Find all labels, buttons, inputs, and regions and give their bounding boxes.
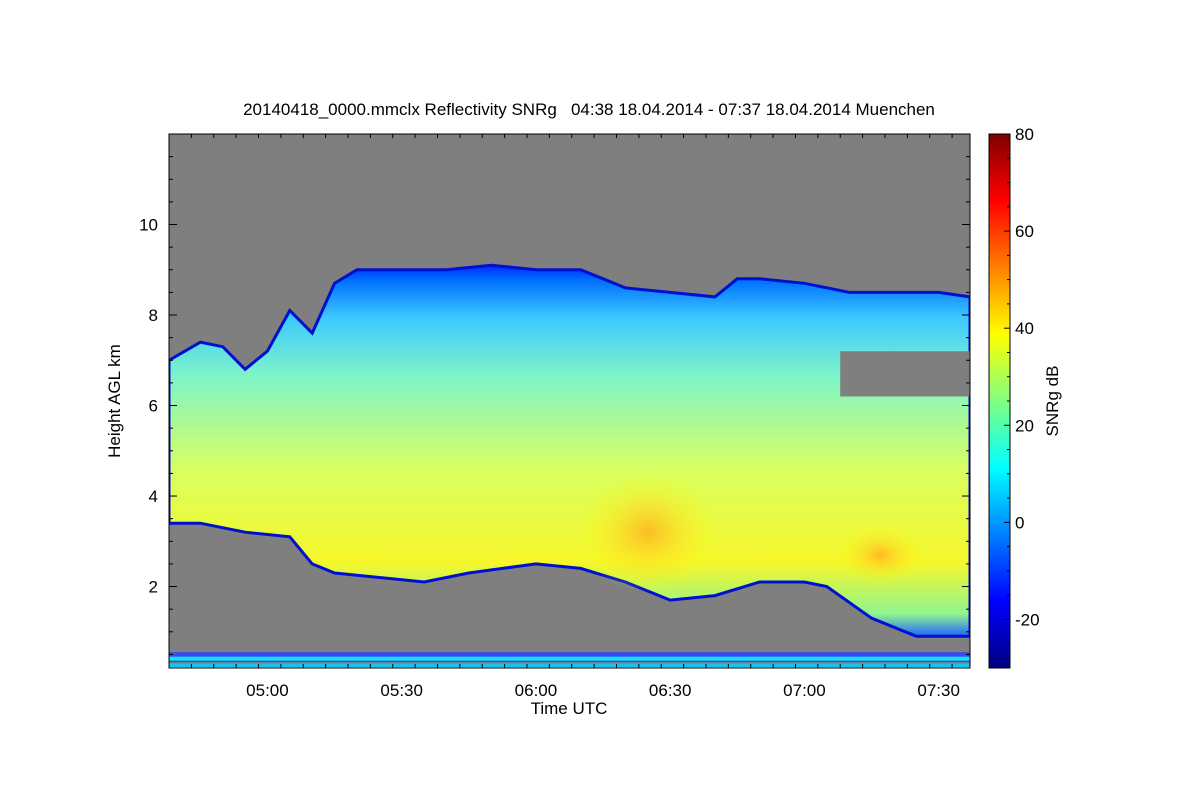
colorbar bbox=[988, 133, 1011, 669]
clear-air-gap bbox=[840, 351, 970, 397]
colorbar-tick-label: -20 bbox=[1015, 610, 1040, 629]
colorbar-tick-label: 0 bbox=[1015, 513, 1024, 532]
x-tick-label: 05:30 bbox=[380, 681, 423, 700]
max-snr-region-2 bbox=[835, 524, 926, 585]
chart-title: 20140418_0000.mmclx Reflectivity SNRg 04… bbox=[243, 100, 935, 119]
y-axis: 2 4 6 8 10 bbox=[139, 156, 970, 655]
x-axis-label: Time UTC bbox=[531, 699, 608, 718]
plot-frame bbox=[168, 133, 971, 669]
y-tick-label: 6 bbox=[149, 397, 158, 416]
x-tick-label: 07:00 bbox=[783, 681, 826, 700]
cloud-echo-region bbox=[169, 263, 970, 638]
x-tick-label: 06:30 bbox=[649, 681, 692, 700]
plot-area bbox=[169, 134, 970, 668]
colorbar-tick-label: 40 bbox=[1015, 319, 1034, 338]
max-snr-region-1 bbox=[577, 472, 718, 593]
y-tick-label: 10 bbox=[139, 216, 158, 235]
clutter-stripe bbox=[169, 656, 970, 661]
colorbar-tick-label: 60 bbox=[1015, 222, 1034, 241]
y-tick-label: 4 bbox=[149, 487, 158, 506]
x-tick-label: 06:00 bbox=[515, 681, 558, 700]
y-axis-label: Height AGL km bbox=[105, 344, 124, 458]
x-tick-label: 07:30 bbox=[917, 681, 960, 700]
colorbar-axis: 80 60 40 20 0 -20 bbox=[1004, 125, 1040, 669]
x-tick-label: 05:00 bbox=[246, 681, 289, 700]
y-tick-label: 8 bbox=[149, 306, 158, 325]
colorbar-label: SNRg dB bbox=[1043, 366, 1062, 437]
y-tick-label: 2 bbox=[149, 578, 158, 597]
x-axis: 05:00 05:30 06:00 06:30 07:00 07:30 bbox=[168, 134, 960, 700]
colorbar-tick-label: 20 bbox=[1015, 416, 1034, 435]
clutter-stripe bbox=[169, 663, 970, 668]
colorbar-tick-label: 80 bbox=[1015, 125, 1034, 144]
